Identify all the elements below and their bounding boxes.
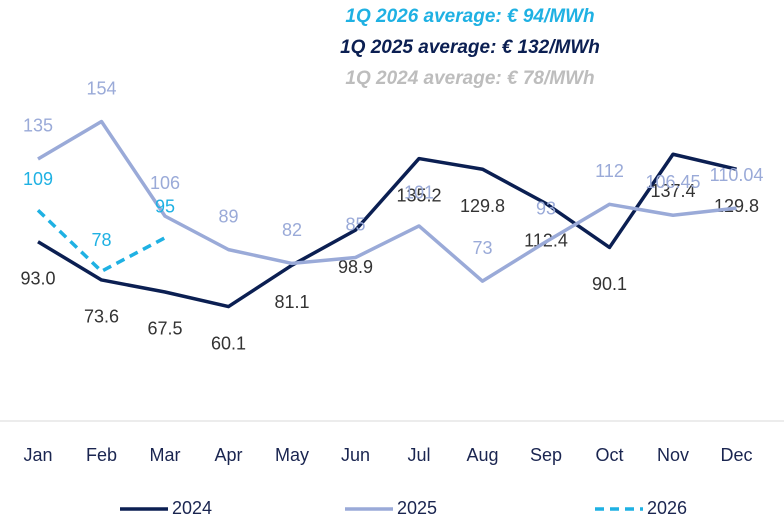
data-label: 135.2 xyxy=(396,185,441,205)
series-line xyxy=(37,119,737,283)
x-tick-label: Nov xyxy=(657,445,689,465)
annotation: 1Q 2026 average: € 94/MWh xyxy=(345,6,594,27)
x-tick-label: Mar xyxy=(150,445,181,465)
data-label: 95 xyxy=(155,197,175,217)
x-tick-label: Oct xyxy=(595,445,623,465)
data-label: 81.1 xyxy=(274,292,309,312)
data-label: 67.5 xyxy=(147,319,182,339)
x-tick-label: May xyxy=(275,445,309,465)
x-tick-label: Feb xyxy=(86,445,117,465)
data-label: 135 xyxy=(23,116,53,136)
data-label: 93 xyxy=(536,198,556,218)
data-label: 89 xyxy=(218,206,238,226)
data-label: 106 xyxy=(150,173,180,193)
data-label: 98.9 xyxy=(338,257,373,277)
annotation: 1Q 2025 average: € 132/MWh xyxy=(340,37,600,58)
x-tick-label: Apr xyxy=(214,445,242,465)
data-label: 90.1 xyxy=(592,274,627,294)
x-tick-label: Dec xyxy=(720,445,752,465)
legend-label: 2026 xyxy=(647,498,687,518)
series-line xyxy=(36,208,166,274)
data-label: 110.04 xyxy=(710,165,764,185)
data-label: 109 xyxy=(23,169,53,189)
legend-label: 2025 xyxy=(397,498,437,518)
data-label: 106.45 xyxy=(645,172,700,192)
data-label: 82 xyxy=(282,220,302,240)
data-label: 73 xyxy=(472,238,492,258)
data-label: 60.1 xyxy=(211,333,246,353)
x-tick-label: Sep xyxy=(530,445,562,465)
x-tick-label: Jul xyxy=(407,445,430,465)
data-label: 93.0 xyxy=(20,268,55,288)
series-line xyxy=(37,152,737,309)
data-label: 129.8 xyxy=(714,196,759,216)
data-label: 137.4 xyxy=(650,181,695,201)
annotation: 1Q 2024 average: € 78/MWh xyxy=(345,68,594,89)
data-label: 129.8 xyxy=(460,196,505,216)
data-label: 73.6 xyxy=(84,307,119,327)
data-label: 154 xyxy=(86,78,116,98)
x-tick-label: Jan xyxy=(23,445,52,465)
data-label: 78 xyxy=(91,230,111,250)
x-tick-label: Aug xyxy=(466,445,498,465)
data-label: 112 xyxy=(595,161,624,181)
data-label: 85 xyxy=(345,214,365,234)
x-tick-label: Jun xyxy=(341,445,370,465)
data-label: 101 xyxy=(404,183,434,203)
legend-label: 2024 xyxy=(172,498,212,518)
